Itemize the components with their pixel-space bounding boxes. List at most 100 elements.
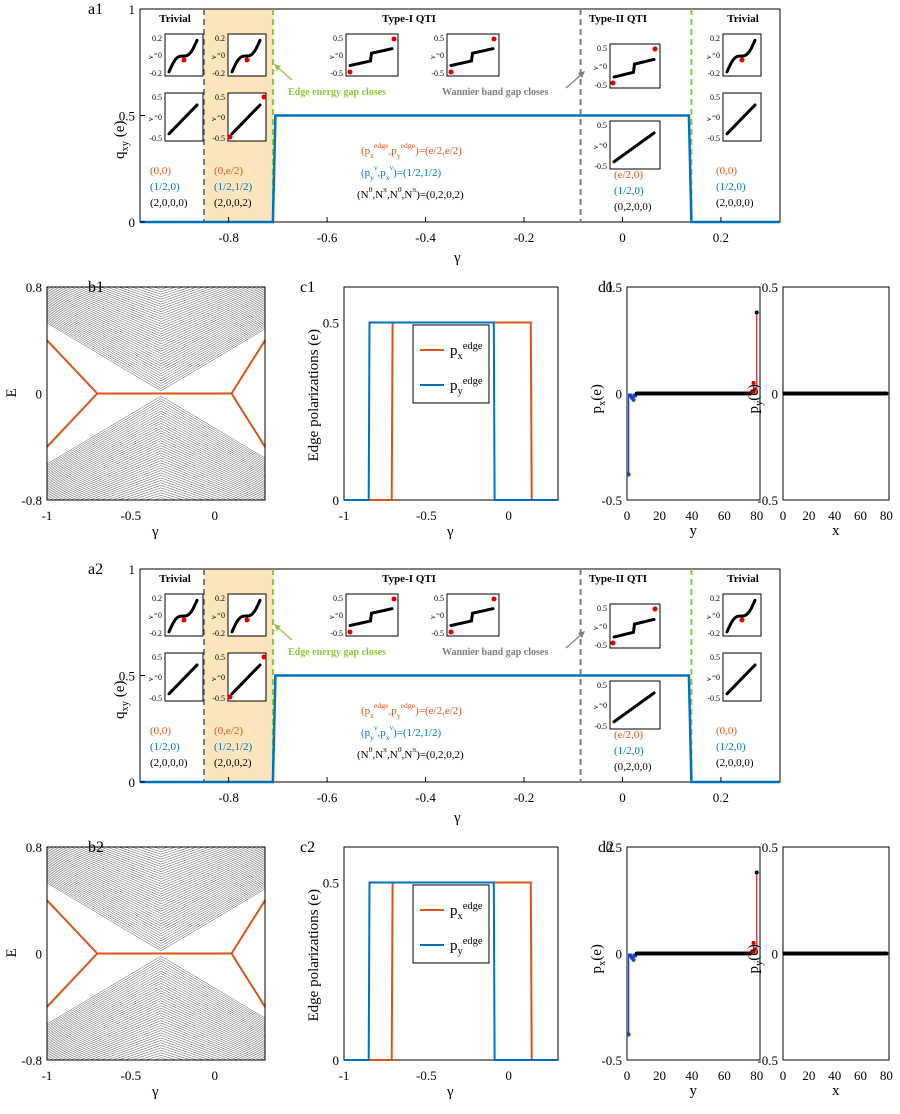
x-tick-label: 20	[802, 1068, 815, 1083]
inset-ylabel-part: ν	[428, 55, 437, 59]
x-tick-label: 0	[505, 1068, 512, 1083]
inv-trivial-right-nu: (1/2,0)	[716, 741, 746, 753]
bulk-band-line	[47, 846, 265, 880]
bulk-band-line	[47, 286, 265, 297]
panel-label: a2	[88, 561, 103, 578]
inset-ylabel-part: y	[216, 114, 222, 117]
inv-type1-edge-part: (p	[361, 705, 371, 717]
inset-ylabel-part: x	[598, 63, 604, 66]
inv-type1-nu-part: y	[370, 173, 374, 182]
bulk-band-line	[46, 447, 266, 500]
px-point	[754, 310, 759, 315]
inset-type1-y: 0.5 0 -0.5 νy	[428, 33, 500, 78]
y-tick-label: -0.5	[601, 1053, 622, 1068]
x-tick-label: -1	[42, 1068, 53, 1083]
inv-type1-nu: (pyν,pxν)=(1/2,1/2)	[361, 723, 441, 742]
y-axis-label-right-part: (e)	[746, 944, 762, 961]
inset-red-marker	[347, 69, 353, 75]
x-axis-label-left: y	[690, 523, 698, 539]
inset-ylabel: νy	[428, 612, 441, 619]
bulk-band-line	[46, 998, 266, 1053]
y-tick-label: 0.8	[26, 840, 42, 855]
px-point	[751, 380, 756, 385]
inset-wannier-curve	[725, 38, 757, 74]
inv-type1-n-part: )=(0,2,0,2)	[416, 189, 464, 201]
inset-ylabel: νx	[209, 52, 222, 59]
inv-trivial-right-n: (2,0,0,0)	[716, 757, 754, 769]
bulk-band-line	[46, 405, 266, 472]
inset-trivial-right-x: 0.2 0 -0.2 νx	[704, 593, 762, 638]
inset-ylabel: νx	[146, 52, 159, 59]
x-tick-label: 0	[624, 1068, 631, 1083]
bulk-band-line	[46, 300, 266, 359]
x-tick-label: -0.5	[416, 508, 437, 523]
inset-ylabel-part: ν	[591, 705, 600, 709]
inset-tick-bot: -0.5	[707, 694, 720, 703]
inset-tick-mid: 0	[221, 673, 225, 682]
inset-tick-bot: -0.5	[431, 629, 444, 638]
inset-wannier-curve	[725, 598, 757, 634]
inset-tick-top: 0.5	[215, 93, 225, 102]
inset-tick-bot: -0.2	[149, 69, 162, 78]
inset-ylabel-part: ν	[209, 117, 218, 121]
bulk-band-line	[46, 1007, 266, 1060]
bulk-band-line	[46, 850, 266, 905]
x-tick-label: -0.4	[415, 790, 436, 805]
inset-wannier-curve	[725, 103, 757, 136]
inset-wannier-curve	[167, 663, 199, 696]
legend-label-py-part: y	[458, 386, 464, 397]
bulk-band-line	[46, 872, 266, 937]
bulk-band-line	[46, 287, 266, 340]
panel-b2: -1 -0.5 0 0.8 0 -0.8 b2 γ E	[4, 839, 266, 1100]
bulk-band-line	[47, 467, 265, 501]
bulk-band-line	[46, 433, 266, 490]
bulk-band-line	[46, 870, 266, 934]
bulk-band-line	[47, 286, 265, 320]
bulk-band-line	[46, 983, 266, 1043]
panel-b1: -1 -0.5 0 0.8 0 -0.8 b1 γ E	[4, 279, 266, 540]
y-tick-label: -0.5	[601, 493, 622, 508]
band-structure	[46, 846, 266, 1061]
inv-type1-edge-part: ,p	[389, 145, 398, 157]
inset-wannier-curve	[230, 38, 262, 74]
inv-type1-n-part: π	[412, 185, 416, 194]
bulk-band-line	[46, 978, 266, 1040]
bulk-band-line	[47, 846, 265, 882]
inv-type1-n-part: π	[383, 185, 387, 194]
py-scatter	[782, 391, 889, 396]
y-axis-label-left-part: (e)	[589, 944, 605, 961]
px-point	[749, 389, 754, 394]
inset-ylabel-part: ν	[428, 615, 437, 619]
bulk-band-line	[46, 852, 266, 907]
inset-ylabel-part: y	[598, 142, 604, 145]
inset-red-marker	[448, 629, 454, 635]
x-tick-label: 80	[880, 508, 893, 523]
x-tick-label: -0.8	[218, 230, 239, 245]
bulk-band-line	[47, 1050, 265, 1061]
bulk-band-line	[46, 307, 266, 369]
bulk-band-line	[46, 420, 266, 482]
inv-type1-n-part: )=(0,2,0,2)	[416, 749, 464, 761]
inset-ylabel-part: ν	[704, 55, 713, 59]
edge-state-lower	[46, 952, 266, 1008]
inset-tick-mid: 0	[158, 673, 162, 682]
inset-wannier-curve	[612, 131, 656, 164]
inset-tick-bot: -0.2	[707, 629, 720, 638]
bulk-band-line	[46, 875, 266, 942]
legend-label-px-part: edge	[463, 901, 483, 912]
bulk-band-line	[46, 423, 266, 483]
inset-tick-top: 0.5	[597, 604, 607, 613]
bulk-band-line	[46, 1000, 266, 1055]
inset-tick-bot: -0.2	[707, 69, 720, 78]
bulk-band-line	[46, 400, 266, 468]
inv-type1-edge-part: )=(e/2,e/2)	[415, 145, 462, 157]
inv-type1-edge: (pxedge,pyedge)=(e/2,e/2)	[361, 141, 462, 160]
y-axis-label-right-part: y	[754, 960, 765, 966]
y-axis-label-left-part: x	[597, 400, 608, 406]
py-scatter	[782, 951, 889, 956]
inset-tick-mid: 0	[603, 622, 607, 631]
x-axis-label-right: x	[832, 1083, 840, 1099]
inset-ylabel: νy	[209, 674, 222, 681]
y-axis-label: E	[4, 948, 20, 957]
inv-type2-edge: (e/2,0)	[614, 169, 643, 181]
